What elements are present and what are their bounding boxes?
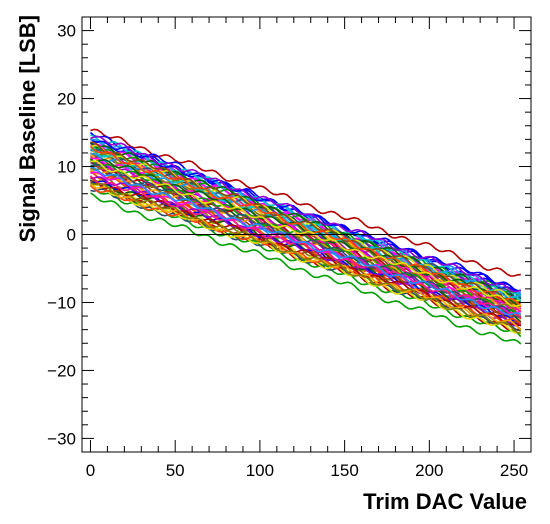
series-line-46: [90, 176, 522, 327]
series-line-1: [90, 128, 521, 277]
y-tick-label: 20: [57, 90, 76, 109]
y-tick-label: 10: [57, 158, 76, 177]
x-tick-label: 150: [330, 461, 358, 480]
series-line-54: [89, 175, 522, 319]
labels-layer: −30 −20 −10 0 10 20 30 0 50 100 150 200 250: [47, 22, 528, 480]
series-line-53: [90, 141, 521, 304]
y-axis-title: Signal Baseline [LSB]: [15, 15, 40, 242]
series-line-60: [90, 160, 521, 307]
series-layer: [89, 128, 522, 345]
x-axis-title: Trim DAC Value: [363, 489, 527, 514]
y-tick-label: −10: [47, 293, 76, 312]
series-line-56: [90, 135, 522, 293]
x-tick-label: 0: [86, 461, 95, 480]
series-line-50: [90, 148, 522, 302]
x-tick-label: 200: [415, 461, 443, 480]
series-line-2: [90, 192, 522, 345]
x-tick-label: 250: [500, 461, 528, 480]
y-tick-label: −20: [47, 361, 76, 380]
y-tick-label: 0: [67, 226, 76, 245]
series-line-59: [90, 182, 521, 335]
series-line-22: [90, 188, 521, 332]
y-tick-label: −30: [47, 429, 76, 448]
x-tick-label: 50: [166, 461, 185, 480]
y-tick-label: 30: [57, 22, 76, 41]
series-line-57: [90, 166, 522, 316]
axes-layer: [81, 16, 532, 453]
x-tick-label: 100: [246, 461, 274, 480]
